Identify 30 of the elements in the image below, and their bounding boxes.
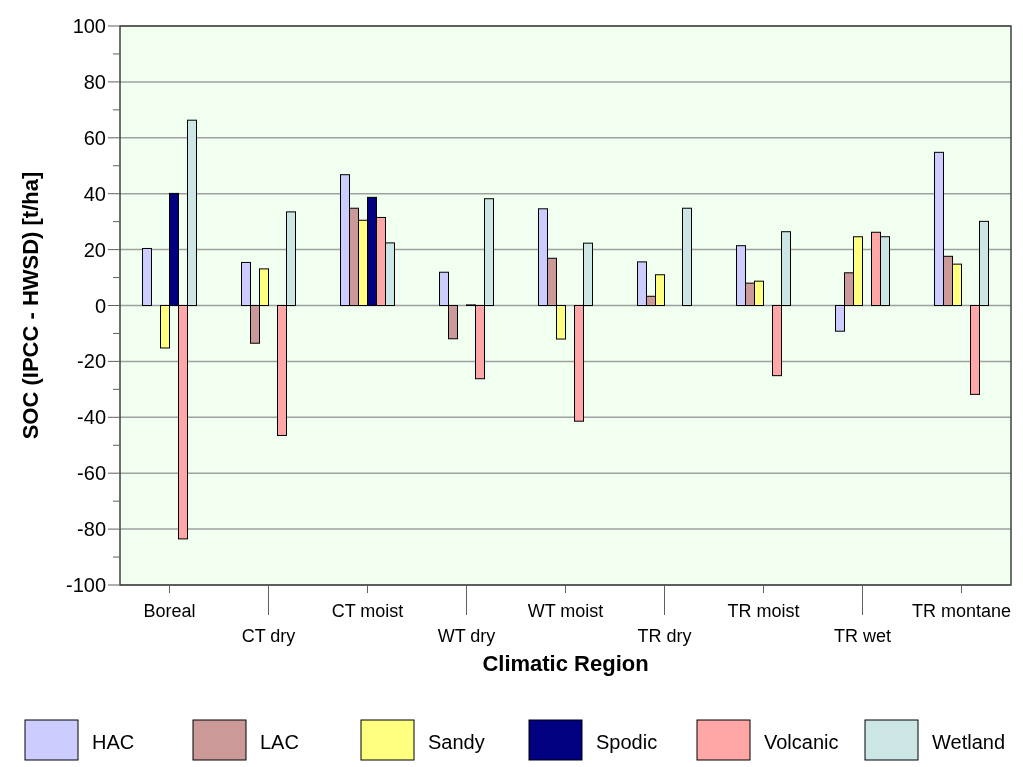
y-axis-title: SOC (IPCC - HWSD) [t/ha]: [18, 171, 43, 440]
bar: [682, 207, 692, 306]
x-tick-label: TR dry: [637, 626, 692, 646]
legend-label: Volcanic: [764, 731, 839, 753]
legend-label: LAC: [260, 731, 299, 753]
legend-label: Wetland: [932, 731, 1006, 753]
y-tick-label: 60: [83, 126, 106, 149]
x-axis-title: Climatic Region: [482, 651, 649, 676]
x-tick-label: Boreal: [143, 601, 196, 621]
bar: [142, 247, 152, 306]
y-tick-label: 40: [83, 182, 106, 205]
y-tick-label: -80: [77, 518, 106, 541]
x-tick-label: TR wet: [833, 626, 892, 646]
y-tick-label: 80: [83, 70, 106, 93]
x-tick-label: CT dry: [241, 626, 296, 646]
y-tick-label: -100: [65, 574, 106, 596]
y-tick-label: -60: [77, 462, 106, 485]
legend-label: Spodic: [596, 731, 658, 753]
y-tick-label: -20: [77, 350, 106, 373]
legend-label: Sandy: [428, 731, 485, 753]
legend-label: HAC: [92, 731, 135, 753]
x-tick-label: WT moist: [527, 601, 604, 621]
x-tick-label: TR montane: [911, 601, 1012, 621]
x-tick-label: TR moist: [727, 601, 800, 621]
y-tick-label: 0: [94, 294, 106, 317]
y-tick-label: 100: [72, 15, 106, 37]
y-tick-label: 20: [83, 238, 106, 261]
x-tick-label: CT moist: [331, 601, 404, 621]
x-tick-label: WT dry: [437, 626, 496, 646]
y-tick-label: -40: [77, 406, 106, 429]
